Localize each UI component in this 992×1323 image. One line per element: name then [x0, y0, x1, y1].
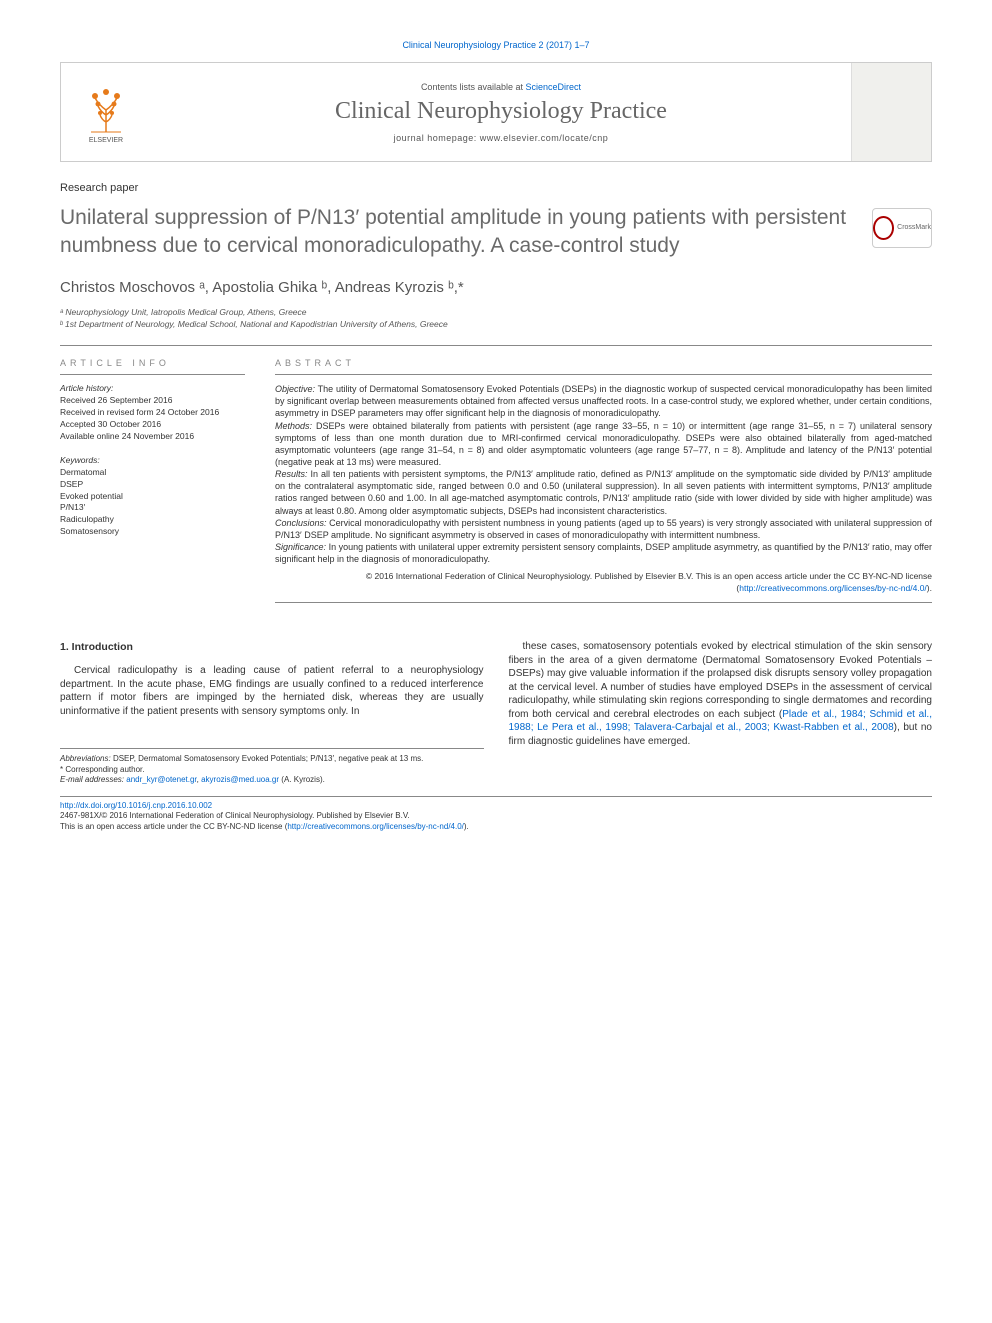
- abstract-label: Conclusions:: [275, 518, 327, 528]
- history-item: Received 26 September 2016: [60, 395, 245, 407]
- abstract-heading: ABSTRACT: [275, 358, 932, 375]
- keyword: Somatosensory: [60, 526, 245, 538]
- journal-center: Contents lists available at ScienceDirec…: [151, 63, 851, 161]
- body-paragraph: these cases, somatosensory potentials ev…: [509, 640, 933, 748]
- body-column-right: these cases, somatosensory potentials ev…: [509, 640, 933, 785]
- footnotes: Abbreviations: DSEP, Dermatomal Somatose…: [60, 748, 484, 785]
- abstract-text: In all ten patients with persistent symp…: [275, 469, 932, 515]
- info-abstract-row: ARTICLE INFO Article history: Received 2…: [60, 348, 932, 605]
- footer-license-link[interactable]: http://creativecommons.org/licenses/by-n…: [287, 822, 464, 831]
- email-person: (A. Kyrozis).: [281, 775, 325, 784]
- footer-rule: [60, 796, 932, 797]
- abstract-results: Results: In all ten patients with persis…: [275, 468, 932, 517]
- abstract-label: Results:: [275, 469, 308, 479]
- authors-line: Christos Moschovos ᵃ, Apostolia Ghika ᵇ,…: [60, 279, 932, 296]
- abstract-text: The utility of Dermatomal Somatosensory …: [275, 384, 932, 418]
- abstract-text: DSEPs were obtained bilaterally from pat…: [275, 421, 932, 467]
- history-item: Accepted 30 October 2016: [60, 419, 245, 431]
- keyword: Dermatomal: [60, 467, 245, 479]
- affiliations: ᵃ Neurophysiology Unit, Iatropolis Medic…: [60, 306, 932, 332]
- body-columns: 1. Introduction Cervical radiculopathy i…: [60, 640, 932, 785]
- abstract-significance: Significance: In young patients with uni…: [275, 541, 932, 565]
- sciencedirect-link[interactable]: ScienceDirect: [526, 82, 582, 92]
- footer-license-text: This is an open access article under the…: [60, 822, 287, 831]
- crossmark-badge[interactable]: CrossMark: [872, 208, 932, 248]
- abstract-objective: Objective: The utility of Dermatomal Som…: [275, 383, 932, 419]
- abstract-label: Objective:: [275, 384, 315, 394]
- license-link[interactable]: http://creativecommons.org/licenses/by-n…: [739, 583, 927, 593]
- issn-line: 2467-981X/© 2016 International Federatio…: [60, 811, 410, 820]
- article-info-heading: ARTICLE INFO: [60, 358, 245, 375]
- article-title: Unilateral suppression of P/N13′ potenti…: [60, 204, 932, 261]
- journal-header-box: ELSEVIER Contents lists available at Sci…: [60, 62, 932, 162]
- abstract-body: Objective: The utility of Dermatomal Som…: [275, 383, 932, 594]
- abbreviations-label: Abbreviations:: [60, 754, 111, 763]
- abbreviations-text: DSEP, Dermatomal Somatosensory Evoked Po…: [113, 754, 423, 763]
- journal-homepage-line: journal homepage: www.elsevier.com/locat…: [394, 133, 609, 143]
- affiliation: ᵇ 1st Department of Neurology, Medical S…: [60, 318, 932, 331]
- elsevier-tree-icon: [81, 80, 131, 135]
- email-label: E-mail addresses:: [60, 775, 124, 784]
- journal-cover-thumbnail: [851, 63, 931, 161]
- keyword: DSEP: [60, 479, 245, 491]
- affiliation: ᵃ Neurophysiology Unit, Iatropolis Medic…: [60, 306, 932, 319]
- keywords-label: Keywords:: [60, 455, 245, 465]
- abstract-conclusions: Conclusions: Cervical monoradiculopathy …: [275, 517, 932, 541]
- copyright-suffix: ).: [927, 583, 932, 593]
- abstract-column: ABSTRACT Objective: The utility of Derma…: [275, 348, 932, 605]
- abstract-text: In young patients with unilateral upper …: [275, 542, 932, 564]
- corresponding-author-line: * Corresponding author.: [60, 765, 484, 775]
- email-link[interactable]: akyrozis@med.uoa.gr: [201, 775, 279, 784]
- publisher-name: ELSEVIER: [89, 137, 123, 144]
- keyword: Evoked potential: [60, 491, 245, 503]
- history-item: Received in revised form 24 October 2016: [60, 407, 245, 419]
- body-column-left: 1. Introduction Cervical radiculopathy i…: [60, 640, 484, 785]
- section-heading-introduction: 1. Introduction: [60, 640, 484, 654]
- article-type: Research paper: [60, 182, 932, 194]
- homepage-url: www.elsevier.com/locate/cnp: [480, 133, 609, 143]
- journal-title: Clinical Neurophysiology Practice: [335, 98, 667, 125]
- email-link[interactable]: andr_kyr@otenet.gr: [126, 775, 196, 784]
- keyword: P/N13′: [60, 502, 245, 514]
- homepage-prefix: journal homepage:: [394, 133, 477, 143]
- page: Clinical Neurophysiology Practice 2 (201…: [0, 0, 992, 863]
- abstract-label: Methods:: [275, 421, 312, 431]
- footer-license-suffix: ).: [464, 822, 469, 831]
- abstract-copyright: © 2016 International Federation of Clini…: [275, 571, 932, 594]
- publisher-logo-area: ELSEVIER: [61, 63, 151, 161]
- abstract-methods: Methods: DSEPs were obtained bilaterally…: [275, 420, 932, 469]
- history-item: Available online 24 November 2016: [60, 431, 245, 443]
- email-line: E-mail addresses: andr_kyr@otenet.gr, ak…: [60, 775, 484, 785]
- rule: [60, 345, 932, 346]
- doi-link[interactable]: http://dx.doi.org/10.1016/j.cnp.2016.10.…: [60, 801, 212, 810]
- contents-available-line: Contents lists available at ScienceDirec…: [421, 82, 581, 92]
- rule: [275, 602, 932, 603]
- crossmark-label: CrossMark: [897, 223, 931, 232]
- history-label: Article history:: [60, 383, 245, 393]
- abbreviations-line: Abbreviations: DSEP, Dermatomal Somatose…: [60, 754, 484, 764]
- contents-available-text: Contents lists available at: [421, 82, 523, 92]
- article-title-text: Unilateral suppression of P/N13′ potenti…: [60, 206, 846, 257]
- keyword: Radiculopathy: [60, 514, 245, 526]
- article-info-column: ARTICLE INFO Article history: Received 2…: [60, 348, 245, 605]
- abstract-label: Significance:: [275, 542, 326, 552]
- doi-footer: http://dx.doi.org/10.1016/j.cnp.2016.10.…: [60, 801, 932, 833]
- citation-header: Clinical Neurophysiology Practice 2 (201…: [60, 40, 932, 50]
- abstract-text: Cervical monoradiculopathy with persiste…: [275, 518, 932, 540]
- body-paragraph: Cervical radiculopathy is a leading caus…: [60, 664, 484, 718]
